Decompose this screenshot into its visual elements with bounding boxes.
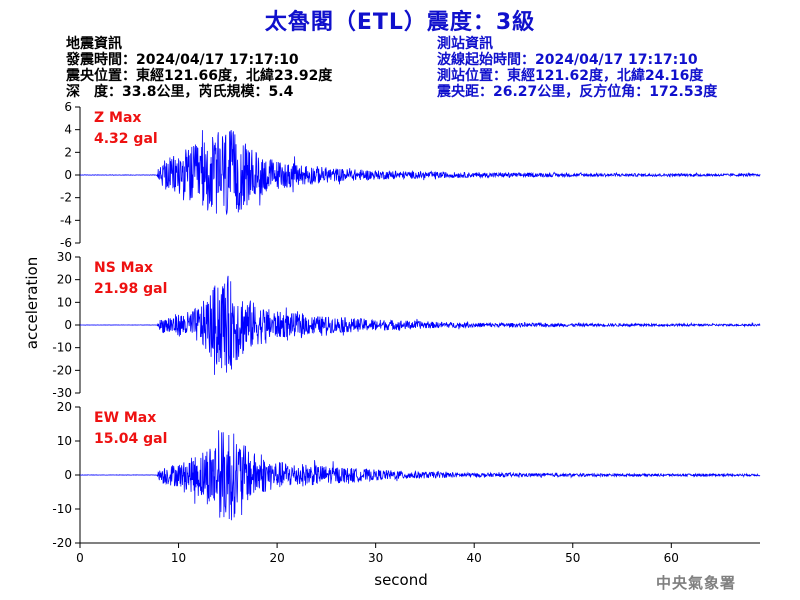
y-tick-label-ns: 30 (57, 250, 72, 264)
x-tick-label: 10 (171, 551, 186, 565)
station-info-heading: 測站資訊 (437, 36, 493, 52)
x-tick-label: 0 (76, 551, 84, 565)
max-value-z: 4.32 gal (94, 131, 158, 147)
y-tick-label-ns: -20 (52, 363, 72, 377)
y-tick-label-z: -4 (60, 213, 72, 227)
max-title-ew: EW Max (94, 410, 156, 426)
waveform-z (79, 129, 761, 216)
max-title-z: Z Max (94, 110, 141, 126)
x-tick-label: 30 (368, 551, 383, 565)
y-tick-label-z: -6 (60, 236, 72, 250)
quake-info-depth-magnitude: 深 度：33.8公里，芮氏規模：5.4 (66, 84, 294, 100)
station-info: 測站資訊 波線起始時間：2024/04/17 17:17:10 測站位置：東經1… (437, 36, 717, 100)
y-tick-label-ew: -20 (52, 536, 72, 550)
x-tick-label: 50 (565, 551, 580, 565)
quake-info-epicenter: 震央位置：東經121.66度，北緯23.92度 (66, 68, 333, 84)
quake-info-heading: 地震資訊 (66, 36, 122, 52)
y-tick-label-z: 2 (64, 145, 72, 159)
y-tick-label-ns: 10 (57, 295, 72, 309)
waveform-ew (79, 430, 761, 521)
y-tick-label-z: 4 (64, 123, 72, 137)
x-tick-label: 20 (269, 551, 284, 565)
station-info-start-time: 波線起始時間：2024/04/17 17:17:10 (437, 52, 698, 68)
y-tick-label-ns: -10 (52, 341, 72, 355)
max-title-ns: NS Max (94, 260, 153, 276)
y-tick-label-z: 0 (64, 168, 72, 182)
y-tick-label-ns: 20 (57, 273, 72, 287)
station-info-location: 測站位置：東經121.62度，北緯24.16度 (437, 68, 704, 84)
quake-info: 地震資訊 發震時間：2024/04/17 17:17:10 震央位置：東經121… (66, 36, 332, 100)
y-tick-label-ew: 20 (57, 400, 72, 414)
y-tick-label-z: -2 (60, 191, 72, 205)
y-tick-label-ew: 0 (64, 468, 72, 482)
y-tick-label-ew: -10 (52, 502, 72, 516)
page-title: 太魯閣（ETL）震度：3級 (264, 10, 536, 35)
waveform-ns (79, 275, 761, 375)
x-tick-label: 60 (664, 551, 679, 565)
x-tick-label: 40 (467, 551, 482, 565)
x-axis-title: second (374, 571, 428, 589)
y-tick-label-z: 6 (64, 100, 72, 114)
y-axis-title: acceleration (23, 257, 41, 349)
credit-text: 中央氣象署 (656, 574, 737, 592)
y-tick-label-ns: -30 (52, 386, 72, 400)
y-tick-label-ew: 10 (57, 434, 72, 448)
station-info-distance: 震央距：26.27公里，反方位角：172.53度 (437, 84, 718, 100)
max-value-ns: 21.98 gal (94, 281, 167, 297)
y-tick-label-ns: 0 (64, 318, 72, 332)
max-value-ew: 15.04 gal (94, 431, 167, 447)
quake-info-origin-time: 發震時間：2024/04/17 17:17:10 (66, 52, 299, 68)
